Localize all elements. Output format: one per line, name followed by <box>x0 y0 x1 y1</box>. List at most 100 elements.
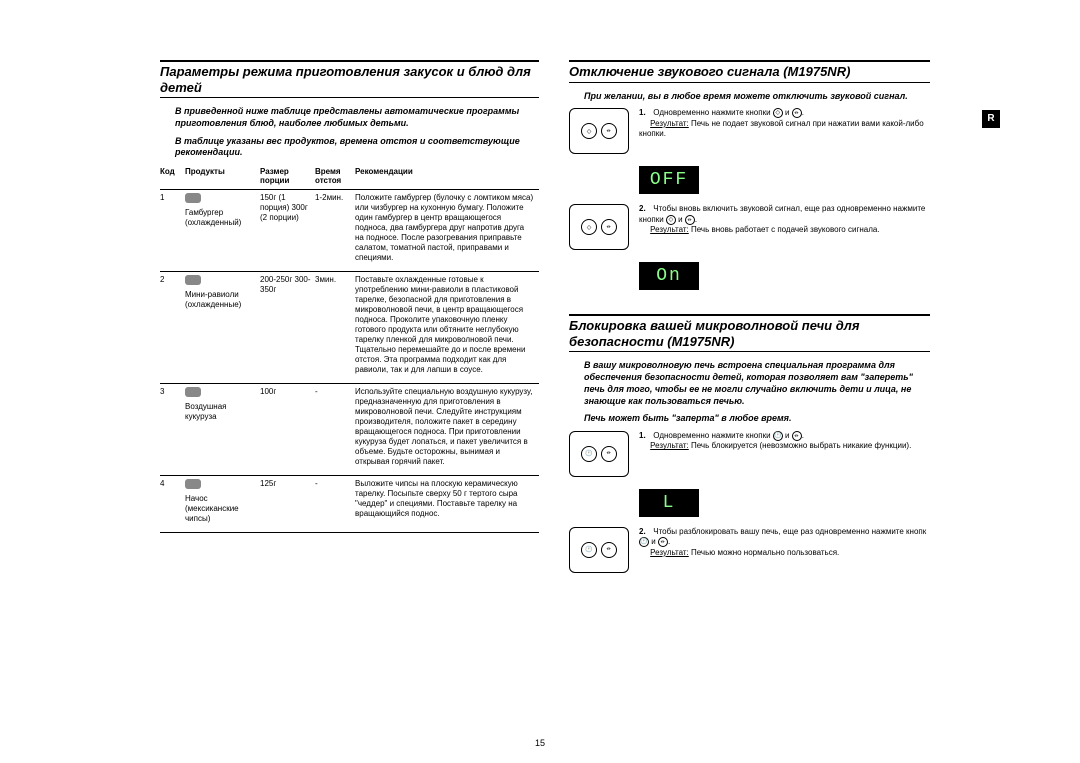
cell-time: - <box>315 475 355 532</box>
left-section-title: Параметры режима приготовления закусок и… <box>160 60 539 98</box>
stop-icon: ⦵ <box>792 108 802 118</box>
table-row: 3 Воздушная кукуруза 100г - Используйте … <box>160 383 539 475</box>
tab-marker: R <box>982 110 1000 128</box>
cell-rec: Поставьте охлажденные готовые к употребл… <box>355 271 539 383</box>
th-product: Продукты <box>185 165 260 189</box>
knob-icon: ⦵ <box>601 219 617 235</box>
cell-product: Гамбургер (охлажденный) <box>185 189 260 271</box>
panel-icon: ◇ ⦵ <box>569 108 629 154</box>
lcd-display-on: On <box>639 262 699 290</box>
cell-product-text: Воздушная кукуруза <box>185 402 226 421</box>
page-number: 15 <box>535 738 545 748</box>
section1-title: Отключение звукового сигнала (M1975NR) <box>569 60 930 83</box>
cell-rec: Выложите чипсы на плоскую керамическую т… <box>355 475 539 532</box>
lcd-display-off: OFF <box>639 166 699 194</box>
and-word: и <box>678 215 682 224</box>
panel-icon: 🕐 ⦵ <box>569 431 629 477</box>
stop-icon: ⦵ <box>792 431 802 441</box>
result-text: Печь вновь работает с подачей звукового … <box>691 225 880 234</box>
and-word: и <box>785 108 789 117</box>
s1-step2: ◇ ⦵ 2. Чтобы вновь включить звуковой сиг… <box>569 204 930 250</box>
food-table: Код Продукты Размер порции Время отстоя … <box>160 165 539 533</box>
th-size-l1: Размер <box>260 167 289 176</box>
knob-icon: ⦵ <box>601 123 617 139</box>
s2-step1: 🕐 ⦵ 1. Одновременно нажмите кнопки 🕐 и ⦵… <box>569 431 930 477</box>
cell-rec: Используйте специальную воздушную кукуру… <box>355 383 539 475</box>
lcd-display-l: L <box>639 489 699 517</box>
result-text: Печью можно нормально пользоваться. <box>691 548 839 557</box>
cell-product: Воздушная кукуруза <box>185 383 260 475</box>
table-row: 2 Мини-равиоли (охлажденные) 200-250г 30… <box>160 271 539 383</box>
panel-icon: ◇ ⦵ <box>569 204 629 250</box>
stop-icon: ⦵ <box>685 215 695 225</box>
cell-product-text: Мини-равиоли (охлажденные) <box>185 290 241 309</box>
table-header-row: Код Продукты Размер порции Время отстоя … <box>160 165 539 189</box>
knob-icon: ⦵ <box>601 446 617 462</box>
intro-2: В таблице указаны вес продуктов, времена… <box>160 136 539 159</box>
cell-size: 100г <box>260 383 315 475</box>
th-time: Время отстоя <box>315 165 355 189</box>
clock-icon: 🕐 <box>773 431 783 441</box>
knob-icon: ⦵ <box>601 542 617 558</box>
cell-time: 1-2мин. <box>315 189 355 271</box>
step-line: Одновременно нажмите кнопки <box>653 431 770 440</box>
table-row: 1 Гамбургер (охлажденный) 150г (1 порция… <box>160 189 539 271</box>
result-label: Результат: <box>650 225 689 234</box>
section2-intro2: Печь может быть "заперта" в любое время. <box>569 413 930 425</box>
stop-icon: ⦵ <box>658 537 668 547</box>
th-code: Код <box>160 165 185 189</box>
s1-step1: ◇ ⦵ 1. Одновременно нажмите кнопки ◇ и ⦵… <box>569 108 930 154</box>
result-label: Результат: <box>650 119 689 128</box>
step-text: 1. Одновременно нажмите кнопки ◇ и ⦵. Ре… <box>639 108 930 139</box>
cell-time: 3мин. <box>315 271 355 383</box>
result-label: Результат: <box>650 441 689 450</box>
diamond-icon: ◇ <box>666 215 676 225</box>
cell-time: - <box>315 383 355 475</box>
panel-icon: 🕐 ⦵ <box>569 527 629 573</box>
step-num: 2. <box>639 204 651 214</box>
cell-rec: Положите гамбургер (булочку с ломтиком м… <box>355 189 539 271</box>
cell-size: 200-250г 300-350г <box>260 271 315 383</box>
step-num: 1. <box>639 108 651 118</box>
th-size: Размер порции <box>260 165 315 189</box>
cell-code: 3 <box>160 383 185 475</box>
cell-code: 2 <box>160 271 185 383</box>
th-time-l1: Время <box>315 167 341 176</box>
step-line: Чтобы разблокировать вашу печь, еще раз … <box>653 527 926 536</box>
right-column: R Отключение звукового сигнала (M1975NR)… <box>569 60 930 585</box>
intro-1: В приведенной ниже таблице представлены … <box>160 106 539 129</box>
section2-intro: В вашу микроволновую печь встроена специ… <box>569 360 930 407</box>
and-word: и <box>651 537 655 546</box>
popcorn-icon <box>185 387 201 397</box>
section2-title: Блокировка вашей микроволновой печи для … <box>569 314 930 352</box>
knob-icon: ◇ <box>581 219 597 235</box>
th-rec: Рекомендации <box>355 165 539 189</box>
step-num: 1. <box>639 431 651 441</box>
diamond-icon: ◇ <box>773 108 783 118</box>
result-text: Печь блокируется (невозможно выбрать ник… <box>691 441 911 450</box>
left-column: Параметры режима приготовления закусок и… <box>160 60 539 585</box>
step-num: 2. <box>639 527 651 537</box>
cell-code: 4 <box>160 475 185 532</box>
th-time-l2: отстоя <box>315 176 341 185</box>
clock-icon: 🕐 <box>581 542 597 558</box>
step-text: 2. Чтобы разблокировать вашу печь, еще р… <box>639 527 930 558</box>
and-word: и <box>785 431 789 440</box>
step-text: 2. Чтобы вновь включить звуковой сигнал,… <box>639 204 930 235</box>
cell-product-text: Гамбургер (охлажденный) <box>185 208 241 227</box>
cell-size: 150г (1 порция) 300г (2 порции) <box>260 189 315 271</box>
step-line: Одновременно нажмите кнопки <box>653 108 770 117</box>
cell-size: 125г <box>260 475 315 532</box>
table-row: 4 Начос (мексиканские чипсы) 125г - Выло… <box>160 475 539 532</box>
clock-icon: 🕐 <box>581 446 597 462</box>
section1-intro: При желании, вы в любое время можете отк… <box>569 91 930 103</box>
step-text: 1. Одновременно нажмите кнопки 🕐 и ⦵. Ре… <box>639 431 930 452</box>
cell-code: 1 <box>160 189 185 271</box>
cell-product-text: Начос (мексиканские чипсы) <box>185 494 239 523</box>
nachos-icon <box>185 479 201 489</box>
clock-icon: 🕐 <box>639 537 649 547</box>
th-size-l2: порции <box>260 176 289 185</box>
ravioli-icon <box>185 275 201 285</box>
cell-product: Мини-равиоли (охлажденные) <box>185 271 260 383</box>
result-label: Результат: <box>650 548 689 557</box>
